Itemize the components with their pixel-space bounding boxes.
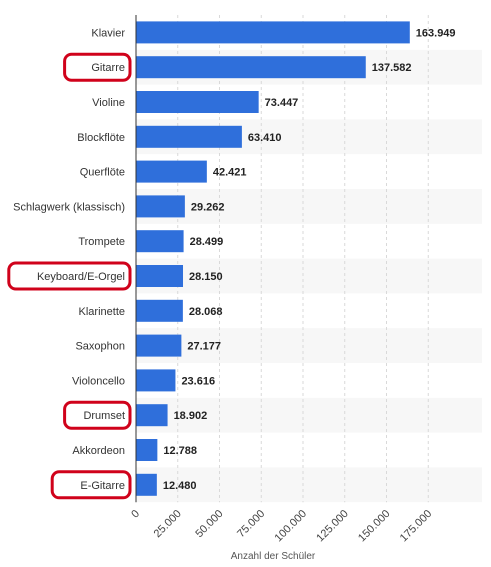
bar	[136, 125, 242, 148]
x-axis-title: Anzahl der Schüler	[231, 551, 316, 562]
category-label: Klavier	[91, 27, 125, 39]
row-stripes	[136, 49, 482, 503]
row-stripe	[136, 328, 482, 363]
category-label: Gitarre	[91, 62, 125, 74]
bar	[136, 91, 259, 113]
x-tick-label: 150.000	[356, 508, 393, 545]
category-label: Violine	[92, 97, 125, 109]
category-label: Schlagwerk (klassisch)	[13, 201, 125, 213]
value-label: 12.788	[163, 445, 197, 457]
bar	[136, 473, 157, 496]
x-tick-label: 125.000	[314, 508, 351, 545]
highlight-marks	[7, 52, 132, 500]
bar	[136, 439, 158, 461]
value-label: 73.447	[265, 97, 299, 109]
category-labels: Klavier Gitarre Violine Blockflöte Querflöte…	[13, 27, 125, 491]
x-tick-label: 0	[129, 508, 142, 521]
highlight-marker	[63, 400, 132, 430]
value-label: 12.480	[163, 480, 197, 492]
bar	[136, 21, 410, 44]
value-labels: 163.949 137.582 73.447 63.410 42.421 29.262 28…	[163, 27, 456, 491]
value-label: 28.499	[190, 236, 224, 248]
value-label: 63.410	[248, 132, 282, 144]
row-stripe	[136, 189, 482, 224]
highlight-marker	[7, 261, 132, 291]
value-label: 28.150	[189, 271, 223, 283]
x-tick-label: 175.000	[398, 508, 435, 545]
category-label: Klarinette	[79, 306, 125, 318]
value-label: 163.949	[416, 27, 456, 39]
category-label: Trompete	[78, 236, 125, 248]
bar	[136, 195, 185, 218]
category-label: Keyboard/E-Orgel	[37, 271, 125, 283]
bar	[136, 160, 207, 183]
category-label: Violoncello	[72, 375, 125, 387]
bar	[136, 369, 176, 392]
row-stripe	[136, 397, 482, 433]
bars	[136, 21, 410, 496]
category-label: E-Gitarre	[80, 480, 125, 492]
row-stripe	[136, 467, 482, 503]
value-label: 42.421	[213, 167, 247, 179]
category-label: Blockflöte	[77, 132, 125, 144]
value-label: 18.902	[174, 410, 208, 422]
bar	[136, 334, 182, 357]
x-tick-labels: 0 25.000 50.000 75.000 100.000 125.000 150.000…	[129, 508, 434, 545]
x-tick-label: 50.000	[193, 508, 225, 540]
category-label: Querflöte	[80, 167, 125, 179]
bar	[136, 404, 168, 427]
x-tick-label: 100.000	[273, 508, 310, 545]
bar	[136, 56, 366, 79]
value-label: 23.616	[181, 375, 215, 387]
category-label: Akkordeon	[72, 445, 125, 457]
x-tick-label: 25.000	[152, 508, 184, 540]
bar	[136, 230, 184, 253]
highlight-marker	[50, 470, 132, 500]
x-tick-label: 75.000	[235, 508, 267, 540]
highlight-marker	[63, 52, 132, 82]
value-label: 28.068	[189, 306, 223, 318]
bar	[136, 299, 183, 322]
category-label: Drumset	[83, 410, 125, 422]
row-stripe	[136, 258, 482, 294]
value-label: 27.177	[187, 341, 221, 353]
bar	[136, 265, 184, 287]
category-label: Saxophon	[75, 341, 125, 353]
value-label: 137.582	[372, 62, 412, 74]
value-label: 29.262	[191, 201, 225, 213]
